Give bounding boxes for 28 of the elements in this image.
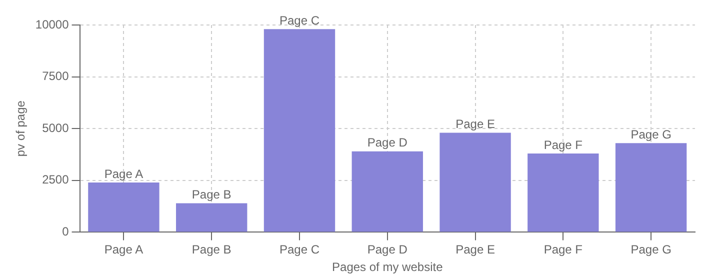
y-axis-title: pv of page — [14, 100, 28, 157]
bar — [440, 132, 511, 232]
bar — [88, 182, 160, 232]
x-tick-label: Page D — [367, 242, 408, 257]
x-tick-label: Page F — [544, 242, 583, 257]
y-tick-label: 7500 — [42, 69, 70, 84]
annotation: Page F — [544, 138, 583, 152]
annotation: Page A — [104, 166, 144, 181]
annotation: Page C — [279, 13, 320, 28]
bar — [176, 203, 248, 232]
annotation: Page G — [630, 127, 672, 142]
bar — [352, 151, 423, 232]
x-tick-label: Page E — [456, 242, 495, 257]
bar — [264, 29, 336, 232]
x-tick-label: Page A — [104, 242, 144, 257]
y-tick-label: 5000 — [42, 120, 70, 135]
annotation: Page B — [192, 188, 232, 202]
y-tick-label: 2500 — [42, 172, 70, 187]
bar — [528, 153, 599, 232]
x-tick-label: Page B — [192, 242, 232, 257]
bar — [615, 143, 687, 232]
x-tick-label: Page G — [630, 242, 672, 257]
y-tick-label: 10000 — [35, 17, 70, 32]
x-axis-title: Pages of my website — [332, 260, 444, 274]
annotation: Page D — [367, 136, 408, 150]
annotation: Page E — [456, 117, 495, 132]
y-tick-label: 0 — [62, 224, 70, 239]
x-tick-label: Page C — [279, 242, 320, 257]
